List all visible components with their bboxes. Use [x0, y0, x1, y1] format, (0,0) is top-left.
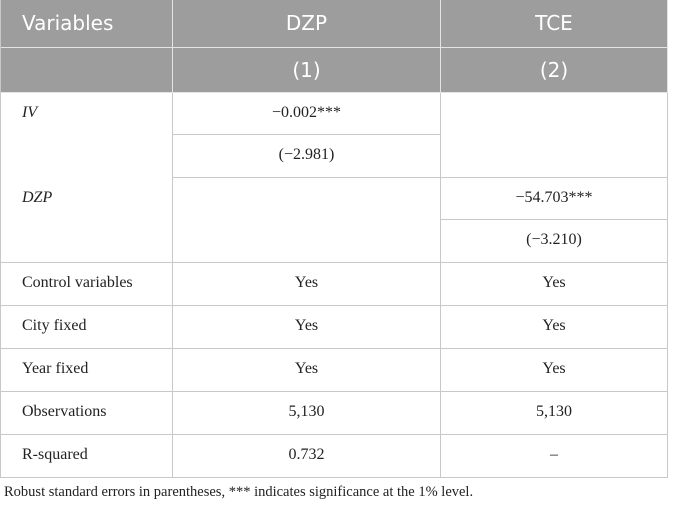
cell: Yes [441, 349, 668, 392]
cell: 5,130 [173, 392, 441, 435]
cell: R-squared [1, 435, 173, 478]
cell: (2) [441, 48, 668, 93]
cell: TCE [441, 0, 668, 48]
t-stat: (−2.981) [278, 146, 335, 163]
footnote: Robust standard errors in parentheses, *… [4, 484, 474, 500]
cell-value: Yes [294, 274, 319, 291]
cell: −54.703*** [441, 178, 668, 220]
cell [1, 48, 173, 93]
column-header: TCE [535, 11, 573, 35]
row-label: DZP [22, 189, 53, 206]
cell: Year fixed [1, 349, 173, 392]
row-label: Year fixed [22, 360, 89, 377]
coefficient: −54.703*** [515, 189, 593, 206]
table: Variables DZP TCE (1) (2) IV DZP −0.002*** (−2.9… [0, 0, 668, 478]
cell: Observations [1, 392, 173, 435]
cell-value: 0.732 [288, 446, 325, 463]
cell: (−2.981) [173, 135, 441, 178]
cell: Yes [173, 306, 441, 349]
row-label: Control variables [22, 274, 133, 291]
cell-value: – [550, 446, 558, 463]
t-stat: (−3.210) [526, 231, 582, 248]
cell-value: 5,130 [288, 403, 325, 420]
cell: −0.002*** [173, 93, 441, 135]
column-header: DZP [285, 11, 328, 35]
cell: Yes [441, 263, 668, 306]
cell: DZP [173, 0, 441, 48]
cell: – [441, 435, 668, 478]
cell: Yes [173, 349, 441, 392]
cell: (−3.210) [441, 220, 668, 263]
cell: Yes [173, 263, 441, 306]
cell-value: Yes [294, 317, 319, 334]
column-number: (1) [292, 58, 321, 82]
cell: Variables [1, 0, 173, 48]
cell: (1) [173, 48, 441, 93]
cell: IV DZP [1, 93, 173, 263]
cell [173, 178, 441, 263]
cell: City fixed [1, 306, 173, 349]
cell: Yes [441, 306, 668, 349]
cell-value: Yes [542, 274, 566, 291]
cell-value: 5,130 [536, 403, 572, 420]
cell [441, 93, 668, 178]
column-header: Variables [22, 11, 114, 35]
cell-value: Yes [542, 317, 566, 334]
cell: Control variables [1, 263, 173, 306]
column-number: (2) [539, 58, 569, 82]
row-label: Observations [22, 403, 107, 420]
cell: 0.732 [173, 435, 441, 478]
coefficient: −0.002*** [271, 104, 342, 121]
row-label: R-squared [22, 446, 88, 463]
row-label: IV [22, 104, 38, 121]
row-label: City fixed [22, 317, 87, 334]
cell: 5,130 [441, 392, 668, 435]
cell-value: Yes [294, 360, 319, 377]
cell-value: Yes [542, 360, 566, 377]
